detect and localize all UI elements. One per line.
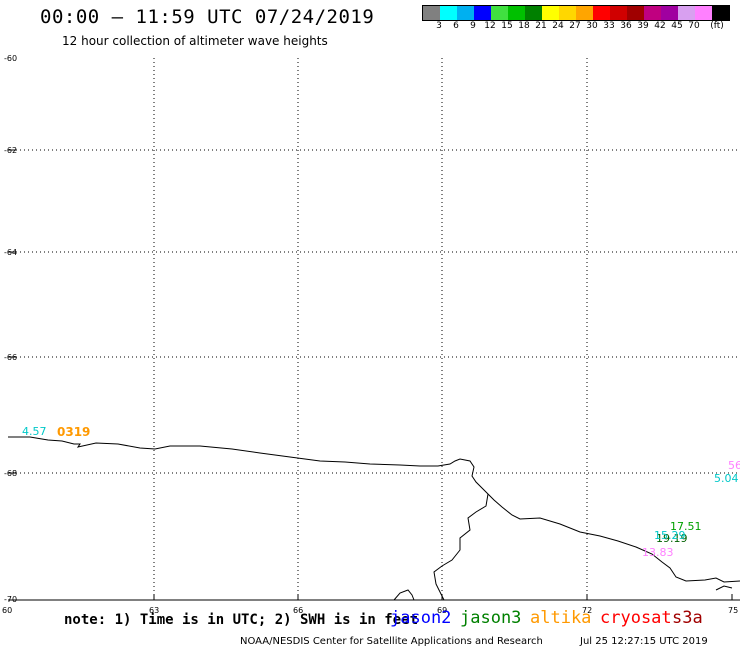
colorbar-label: 27 <box>569 21 581 31</box>
track-value-label: 19.19 <box>656 532 688 545</box>
colorbar-label: 45 <box>671 21 683 31</box>
lat-label-64: -64 <box>4 248 17 257</box>
mission-cryosat: cryosat <box>600 608 672 628</box>
colorbar-label: 15 <box>501 21 513 31</box>
track-value-label: 17.51 <box>670 520 702 533</box>
mission-jason2: jason2 <box>390 608 452 628</box>
graticule <box>8 58 740 600</box>
colorbar-label: 36 <box>620 21 632 31</box>
lon-label-66: 66 <box>293 606 303 615</box>
track-value-label: 15.29 <box>654 529 686 542</box>
colorbar-swatch <box>491 6 508 20</box>
mission-s3a: s3a <box>672 608 703 628</box>
track-value-label: 13.83 <box>642 546 674 559</box>
mission-jason3: jason3 <box>460 608 522 628</box>
colorbar-swatch <box>627 6 644 20</box>
colorbar-swatch <box>423 6 440 20</box>
colorbar-label: 6 <box>453 21 459 31</box>
lon-label-60: 60 <box>2 606 12 615</box>
coastline-west-bay <box>393 589 415 601</box>
colorbar-swatch <box>644 6 661 20</box>
colorbar-swatch <box>474 6 491 20</box>
colorbar-swatch <box>661 6 678 20</box>
axis-ticks <box>8 149 733 600</box>
lon-label-75: 75 <box>728 606 738 615</box>
mission-altika: altika <box>530 608 592 628</box>
lat-label-62: -62 <box>4 146 17 155</box>
coastline-inlet <box>433 493 489 601</box>
colorbar-swatch <box>457 6 474 20</box>
colorbar-label: 12 <box>484 21 496 31</box>
colorbar-swatch <box>678 6 695 20</box>
lat-label-66: -66 <box>4 353 17 362</box>
colorbar-swatch <box>542 6 559 20</box>
lat-label-68: -68 <box>4 469 17 478</box>
colorbar-label: (ft) <box>710 21 724 31</box>
colorbar-swatch <box>610 6 627 20</box>
colorbar-swatch <box>695 6 712 20</box>
lon-label-69: 69 <box>437 606 447 615</box>
colorbar-swatch <box>576 6 593 20</box>
colorbar-label: 30 <box>586 21 598 31</box>
footer-note: note: 1) Time is in UTC; 2) SWH is in fe… <box>64 612 419 628</box>
wave-height-colorbar <box>422 5 730 21</box>
page-title: 00:00 – 11:59 UTC 07/24/2019 <box>40 6 375 28</box>
page-subtitle: 12 hour collection of altimeter wave hei… <box>62 34 328 48</box>
lon-label-63: 63 <box>149 606 159 615</box>
colorbar-label: 42 <box>654 21 666 31</box>
colorbar-swatch <box>712 6 729 20</box>
colorbar-label: 9 <box>470 21 476 31</box>
colorbar-label: 18 <box>518 21 530 31</box>
colorbar-label: 39 <box>637 21 649 31</box>
lon-label-72: 72 <box>582 606 592 615</box>
coastline-main <box>8 436 740 583</box>
colorbar-labels: 3 6 9 12 15 18 21 24 27 30 33 36 39 42 45 70 (ft) <box>422 21 740 33</box>
lat-label-60: -60 <box>4 54 17 63</box>
credit-line: NOAA/NESDIS Center for Satellite Applica… <box>240 636 543 647</box>
track-value-label: 56 <box>728 459 740 472</box>
colorbar-swatch <box>440 6 457 20</box>
colorbar-label: 21 <box>535 21 547 31</box>
colorbar-swatch <box>525 6 542 20</box>
colorbar-label: 24 <box>552 21 564 31</box>
lat-label-70: -70 <box>4 595 17 604</box>
pass-time-label: 0319 <box>57 425 90 439</box>
colorbar-label: 3 <box>436 21 442 31</box>
colorbar-swatch <box>559 6 576 20</box>
colorbar-swatch <box>508 6 525 20</box>
track-value-label: 4.57 <box>22 425 47 438</box>
colorbar-label: 33 <box>603 21 615 31</box>
coastline-east-fragment <box>715 585 733 591</box>
colorbar-swatch <box>593 6 610 20</box>
generated-timestamp: Jul 25 12:27:15 UTC 2019 <box>580 636 708 647</box>
track-value-label: 5.04 <box>714 472 739 485</box>
colorbar-label: 70 <box>688 21 700 31</box>
